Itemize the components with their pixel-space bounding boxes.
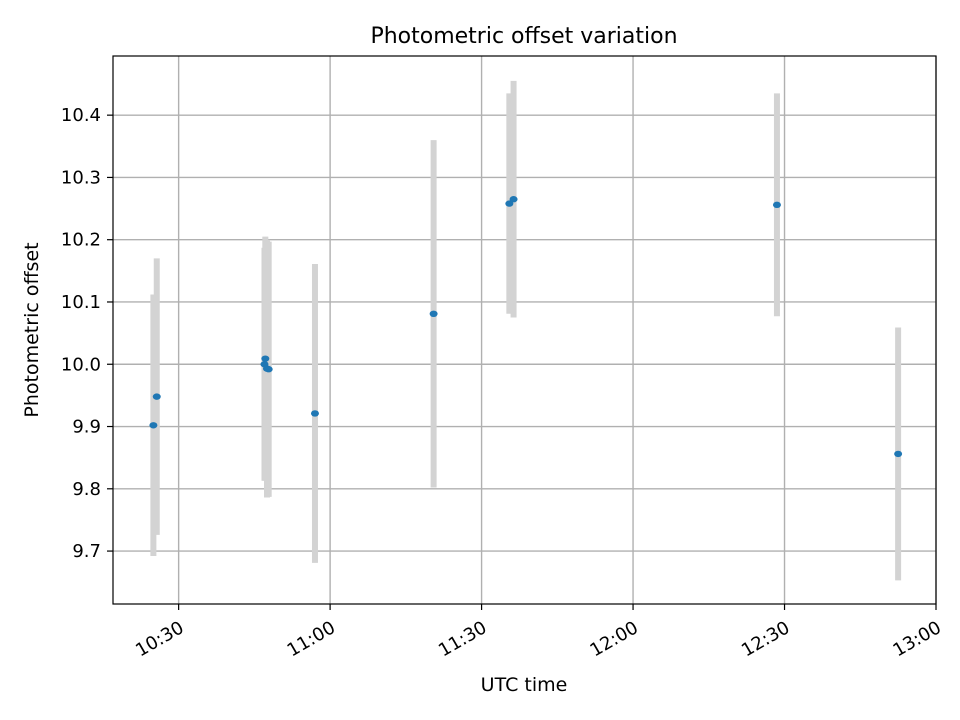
y-tick-label: 10.0 bbox=[61, 354, 101, 375]
y-tick-label: 9.8 bbox=[72, 479, 101, 500]
data-point bbox=[310, 410, 319, 417]
data-point bbox=[149, 422, 158, 429]
y-tick-label: 10.4 bbox=[61, 105, 101, 126]
y-tick-label: 9.7 bbox=[72, 541, 101, 562]
data-point bbox=[261, 355, 270, 362]
data-point bbox=[152, 393, 161, 400]
data-point bbox=[264, 366, 273, 373]
x-axis-label: UTC time bbox=[481, 674, 568, 696]
data-point bbox=[505, 200, 514, 207]
data-point bbox=[509, 196, 518, 203]
y-tick-label: 10.1 bbox=[61, 292, 101, 313]
y-axis: 9.7 9.8 9.9 10.0 10.1 10.2 10.3 10.4 bbox=[61, 105, 113, 562]
data-point bbox=[772, 201, 781, 209]
data-point bbox=[429, 310, 438, 318]
y-tick-label: 10.2 bbox=[61, 230, 101, 251]
y-axis-label: Photometric offset bbox=[21, 242, 43, 417]
y-tick-label: 10.3 bbox=[61, 167, 101, 188]
chart-title: Photometric offset variation bbox=[370, 24, 677, 49]
data-point bbox=[894, 450, 903, 458]
y-tick-label: 9.9 bbox=[72, 417, 101, 438]
data-points bbox=[149, 196, 903, 458]
plot-frame bbox=[112, 55, 937, 605]
